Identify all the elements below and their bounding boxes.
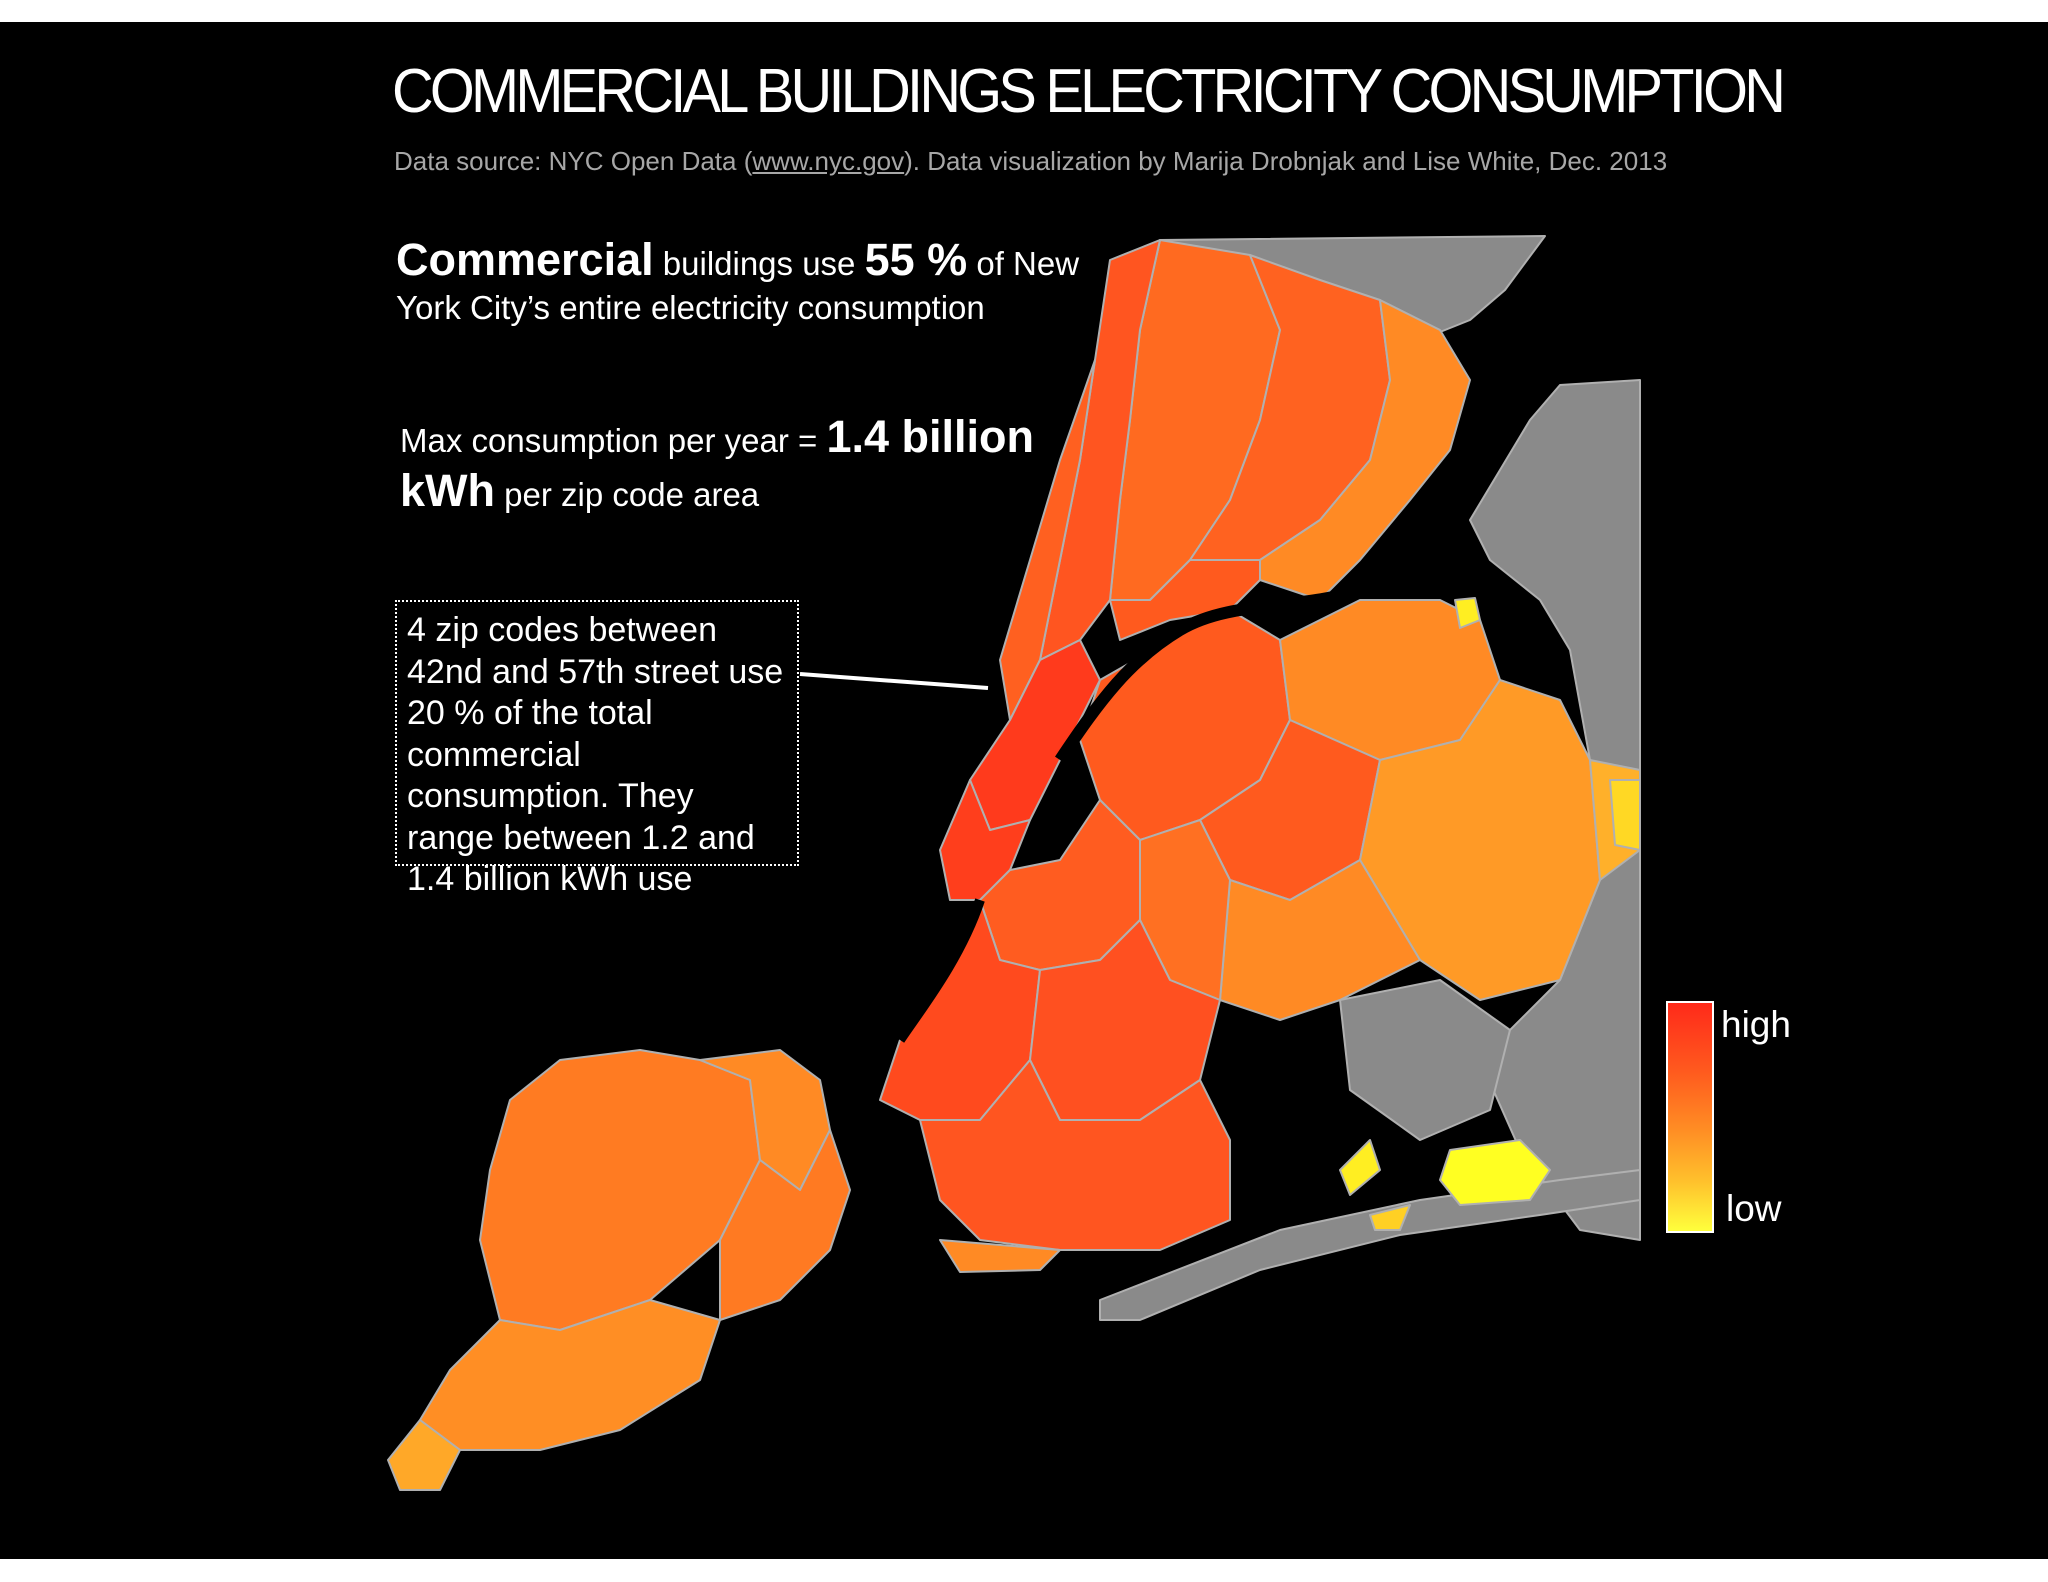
- subtitle-prefix: Data source: NYC Open Data (: [394, 146, 753, 176]
- staten-island-south: [419, 1299, 721, 1451]
- east-river: [1055, 584, 1362, 764]
- bay-area-yellow: [1609, 779, 1641, 851]
- share-text-a: buildings use: [653, 245, 865, 282]
- legend-low-label: low: [1726, 1188, 1782, 1229]
- coney-island: [939, 1239, 1061, 1273]
- staten-island-tip: [387, 1419, 461, 1491]
- queens-south: [1219, 859, 1421, 1021]
- jfk-land: [1339, 979, 1511, 1141]
- max-text-a: Max consumption per year =: [400, 422, 827, 459]
- data-source-subtitle: Data source: NYC Open Data (www.nyc.gov)…: [394, 146, 1667, 177]
- source-link[interactable]: www.nyc.gov: [752, 146, 905, 176]
- brooklyn-south: [919, 1059, 1231, 1251]
- share-value: 55 %: [864, 234, 968, 285]
- rockaway-west-yellow: [1369, 1204, 1411, 1231]
- max-text-b: per zip code area: [495, 476, 760, 513]
- max-consumption-statement: Max consumption per year = 1.4 billion kW…: [400, 412, 1080, 520]
- staten-island-west: [479, 1049, 761, 1331]
- rockaway-land: [1099, 1169, 1641, 1321]
- share-text-b: of New York City’s entire electricity co…: [396, 245, 1080, 326]
- commercial-word: Commercial: [396, 234, 654, 285]
- commercial-share-statement: Commercial buildings use 55 % of New Yor…: [396, 237, 1096, 330]
- legend-high-label: high: [1721, 1004, 1791, 1045]
- staten-island-east: [719, 1129, 851, 1321]
- max-unit: kWh: [400, 465, 495, 516]
- city-island-yellow: [1454, 597, 1481, 629]
- page-title: COMMERCIAL BUILDINGS ELECTRICITY CONSUMP…: [392, 57, 1786, 126]
- callout-leader-line: [799, 672, 989, 690]
- midtown-callout-box: 4 zip codes between 42nd and 57th street…: [395, 600, 799, 898]
- max-value: 1.4 billion: [826, 411, 1035, 462]
- legend-color-scale: [1666, 1001, 1714, 1233]
- rockaway-yellow: [1439, 1139, 1551, 1206]
- hudson-river: [895, 898, 985, 1043]
- subtitle-suffix: ). Data visualization by Marija Drobnjak…: [904, 146, 1668, 176]
- broad-channel-yellow: [1339, 1139, 1381, 1196]
- bronx-south: [1109, 559, 1261, 641]
